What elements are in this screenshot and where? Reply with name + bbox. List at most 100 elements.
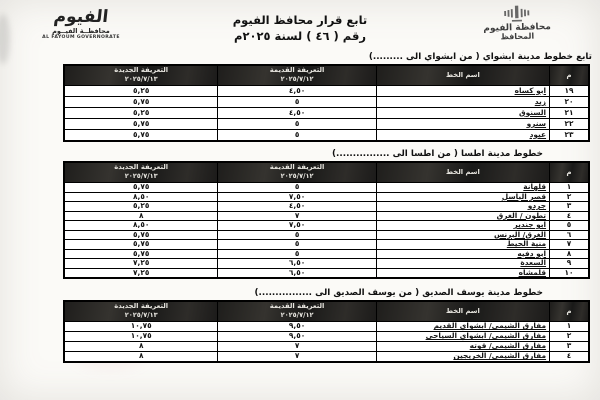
table-row: ٣ جردو ٤,٥٠ ٥,٢٥ [63,201,590,212]
section-title: خطوط مدينة يوسف الصديق ( من يوسف الصديق … [254,288,543,299]
line-name-cell: قصر الباسل [375,191,551,203]
table-row: ٤ مفارق الشيمي/ الخريجين ٧ ٨ [63,351,590,363]
new-tariff-cell: ٨ [63,351,219,363]
table-row: ١ قلهانة ٥ ٥,٧٥ [63,182,590,193]
serial-column-header: م [549,300,590,323]
decree-title-line1: تابع قرار محافظ الفيوم [232,13,368,27]
row-serial: ١ [549,182,590,193]
table-row: ٧ منية الحيط ٥ ٥,٧٥ [63,239,590,250]
table-row: ٣ مفارق الشيمي/ قوته ٧ ٨ [63,341,590,353]
row-serial: ١٠ [549,267,590,279]
line-name-cell: مفارق الشيمي/ ابشواي القديم [375,321,551,333]
new-tariff-cell: ٥,٧٥ [63,129,219,142]
new-tariff-cell: ٨ [63,341,219,353]
table-row: ٢٣ عيود ٥ ٥,٧٥ [63,129,590,142]
line-name-cell: مفارق الشيمي/ قوته [375,341,551,353]
line-name-cell: عيود [375,129,551,142]
row-serial: ٢٣ [549,129,590,142]
row-serial: ٣ [549,341,590,353]
tariff-tables-area: تابع خطوط مدينة ابشواي ( من ابشواي الى .… [0,52,600,364]
old-tariff-cell: ٥ [217,129,377,142]
old-tariff-cell: ٧ [217,351,377,363]
table-header-row: م اسم الخط التعريفة القديمة ٢٠٢٥/٧/١٢ التعري… [63,64,590,86]
row-serial: ٩ [549,258,590,269]
decree-title-line2: رقم ( ٤٦ ) لسنة ٢٠٢٥م [234,29,366,43]
new-tariff-cell: ١٠,٧٥ [63,321,219,333]
old-tariff-date: ٢٠٢٥/٧/١٢ [280,311,314,320]
line-name-cell: قلمشاه [375,267,551,279]
old-tariff-cell: ٥ [217,239,377,250]
serial-column-header: م [549,161,590,183]
line-name-cell: مفارق الشيمي/ الخريجين [375,351,551,363]
row-serial: ٧ [549,239,590,250]
row-serial: ١ [549,321,590,333]
table-row: ٥ ابو جندير ٧,٥٠ ٨,٥٠ [63,220,590,231]
line-name-cell: السعدة [375,258,551,269]
old-tariff-date: ٢٠٢٥/٧/١٢ [280,172,314,181]
line-name-cell: زيد [375,96,551,108]
decree-title: تابع قرار محافظ الفيوم رقم ( ٤٦ ) لسنة ٢… [185,13,415,43]
governor-stamp: محافظة الفيوم المحافظ [462,3,573,44]
table-body: ١ مفارق الشيمي/ ابشواي القديم ٩,٥٠ ١٠,٧٥ ٢ مف… [63,321,590,363]
old-tariff-column-header: التعريفة القديمة ٢٠٢٥/٧/١٢ [217,300,377,323]
row-serial: ١٩ [549,85,590,97]
table-body: ١٩ ابو كساه ٤,٥٠ ٥,٢٥ ٢٠ زيد ٥ ٥,٧٥ ٢١ السنوق ٤,٥٠… [63,85,590,142]
old-tariff-cell: ٥ [217,118,377,130]
old-tariff-cell: ٥ [217,96,377,108]
old-tariff-date: ٢٠٢٥/٧/١٢ [280,75,314,84]
new-tariff-cell: ٥,٧٥ [63,239,219,250]
new-tariff-date: ٢٠٢٥/٧/١٣ [124,311,158,320]
line-name-cell: منية الحيط [375,239,551,250]
old-tariff-column-header: التعريفة القديمة ٢٠٢٥/٧/١٢ [217,64,377,86]
serial-column-header: م [549,64,590,86]
old-tariff-cell: ٦,٥٠ [217,258,377,269]
tariff-table: م اسم الخط التعريفة القديمة ٢٠٢٥/٧/١٢ التعري… [63,161,590,280]
table-row: ١٠ قلمشاه ٦,٥٠ ٧,٢٥ [63,267,590,279]
new-tariff-column-header: التعريفة الجديدة ٢٠٢٥/٧/١٣ [63,64,219,86]
new-tariff-cell: ٥,٧٥ [63,118,219,130]
old-tariff-cell: ٦,٥٠ [217,267,377,279]
line-name-cell: جردو [375,201,551,212]
table-row: ٢ مفارق الشيمي/ ابشواي السياحي ٩,٥٠ ١٠,٧٥ [63,331,590,343]
document-header: الفيوم محافظــة الفيــوم AL FAYOUM GOVER… [0,0,600,58]
old-tariff-cell: ٩,٥٠ [217,331,377,343]
route-section: خطوط مدينة اطسا ( من اطسا الى ..........… [0,149,600,280]
old-tariff-column-header: التعريفة القديمة ٢٠٢٥/٧/١٢ [217,161,377,183]
line-name-cell: ابو كساه [375,85,551,97]
old-tariff-cell: ٧,٥٠ [217,220,377,231]
row-serial: ٤ [549,351,590,363]
line-name-column-header: اسم الخط [375,64,551,86]
old-tariff-cell: ٥ [217,182,377,193]
line-name-column-header: اسم الخط [375,300,551,323]
line-name-cell: مفارق الشيمي/ ابشواي السياحي [375,331,551,343]
table-row: ٦ الغرق/ البرنس ٥ ٥,٧٥ [63,229,590,241]
new-tariff-cell: ٥,٧٥ [63,182,219,193]
line-name-column-header: اسم الخط [375,161,551,183]
old-tariff-cell: ٤,٥٠ [217,85,377,97]
old-tariff-cell: ٩,٥٠ [217,321,377,333]
table-row: ٢٢ سنرو ٥ ٥,٧٥ [63,118,590,130]
old-tariff-cell: ٤,٥٠ [217,201,377,212]
line-name-cell: سنرو [375,118,551,130]
logo-name-arabic: محافظــة الفيــوم [52,27,110,35]
new-tariff-cell: ٥,٢٥ [63,107,219,119]
governorate-logo: الفيوم محافظــة الفيــوم AL FAYOUM GOVER… [26,7,136,40]
new-tariff-date: ٢٠٢٥/٧/١٣ [124,172,158,181]
new-tariff-cell: ٨,٥٠ [63,220,219,231]
table-row: ١٩ ابو كساه ٤,٥٠ ٥,٢٥ [63,85,590,97]
route-section: تابع خطوط مدينة ابشواي ( من ابشواي الى .… [0,52,600,142]
tariff-table: م اسم الخط التعريفة القديمة ٢٠٢٥/٧/١٢ التعري… [63,300,590,364]
logo-name-english: AL FAYOUM GOVERNORATE [42,35,120,40]
section-title: خطوط مدينة اطسا ( من اطسا الى ..........… [332,149,543,159]
row-serial: ٢ [549,331,590,343]
table-head: م اسم الخط التعريفة القديمة ٢٠٢٥/٧/١٢ التعري… [63,64,590,86]
new-tariff-cell: ١٠,٧٥ [63,331,219,343]
old-tariff-cell: ٤,٥٠ [217,107,377,119]
table-head: م اسم الخط التعريفة القديمة ٢٠٢٥/٧/١٢ التعري… [63,300,590,323]
table-head: م اسم الخط التعريفة القديمة ٢٠٢٥/٧/١٢ التعري… [63,161,590,183]
row-serial: ٢٢ [549,118,590,130]
table-row: ٩ السعدة ٦,٥٠ ٧,٢٥ [63,258,590,269]
section-title: تابع خطوط مدينة ابشواي ( من ابشواي الى .… [368,52,592,62]
new-tariff-cell: ٥,٢٥ [63,201,219,212]
row-serial: ٥ [549,220,590,231]
